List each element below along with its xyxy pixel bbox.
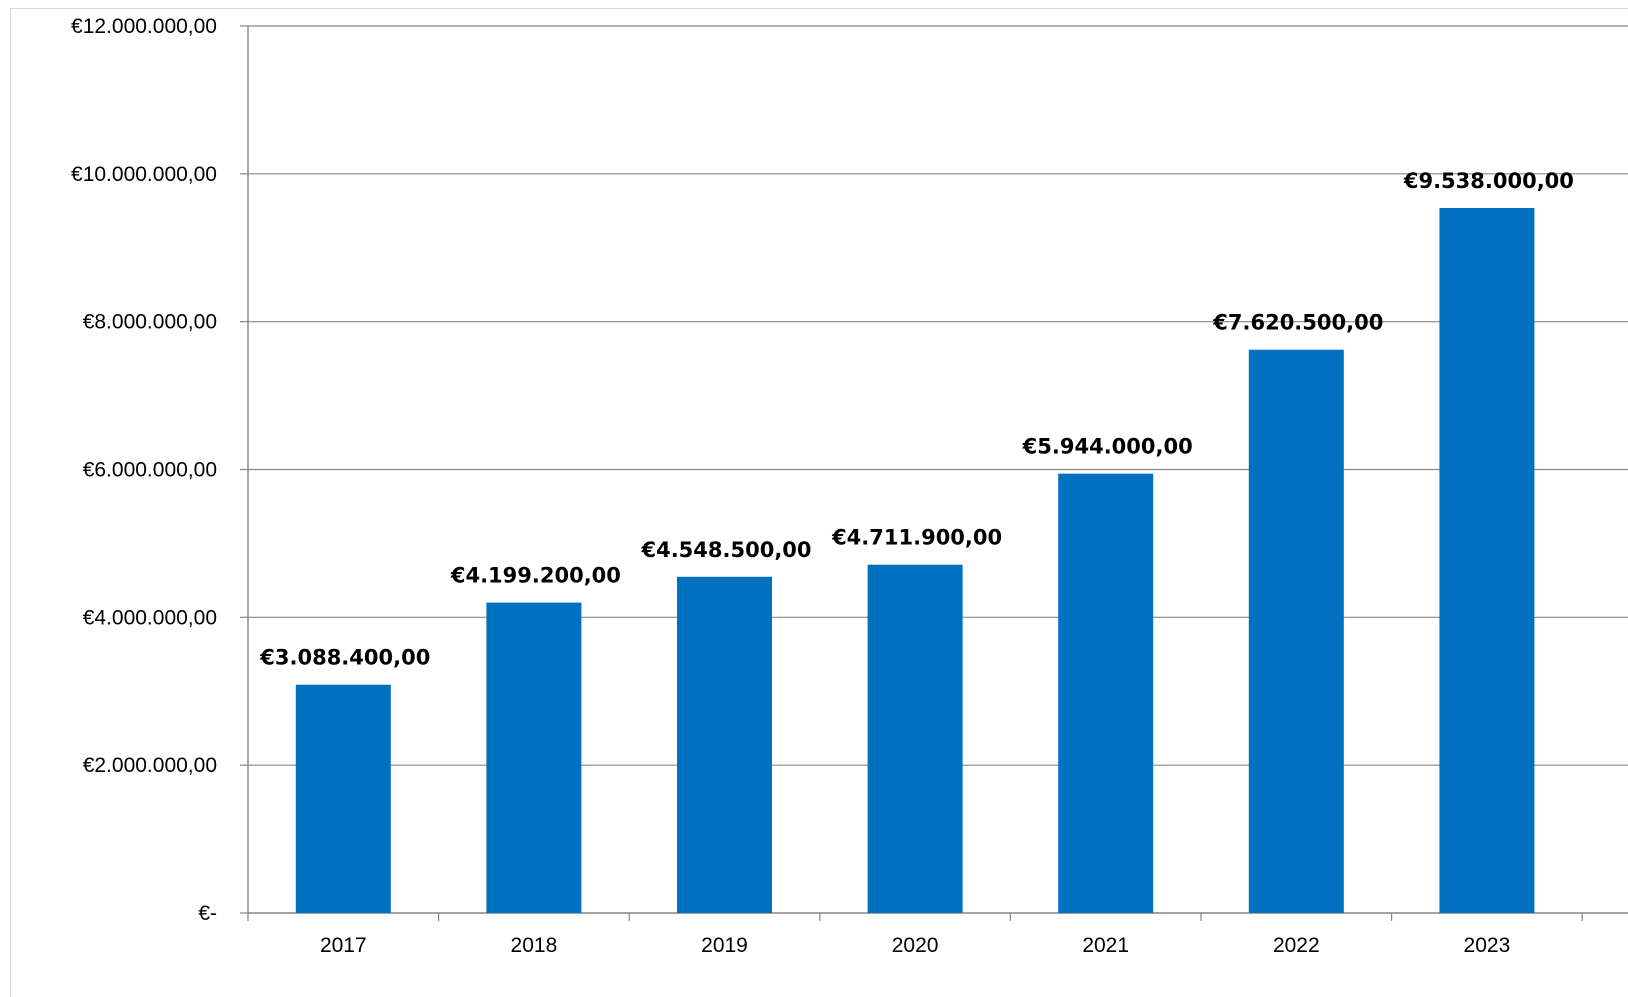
data-labels: €3.088.400,00 €4.199.200,00 €4.548.500,00 €…: [259, 169, 1574, 670]
x-tick-label: 2021: [1082, 934, 1129, 957]
data-label-2018: €4.199.200,00: [450, 564, 621, 588]
bar-2020: [867, 564, 963, 913]
bar-2019: [677, 576, 772, 913]
x-tick-label: 2023: [1464, 934, 1511, 957]
y-tick-label: €-: [198, 902, 217, 925]
gridlines: [248, 25, 1628, 766]
bars: [295, 207, 1535, 914]
data-label-2019: €4.548.500,00: [640, 538, 811, 562]
data-label-2021: €5.944.000,00: [1022, 435, 1193, 459]
y-tick-label: €2.000.000,00: [83, 754, 217, 777]
data-label-2020: €4.711.900,00: [831, 526, 1002, 550]
data-label-2023: €9.538.000,00: [1403, 169, 1574, 193]
y-tick-label: €6.000.000,00: [83, 459, 217, 482]
x-tick-label: 2017: [320, 934, 367, 957]
x-tick-label: 2018: [511, 934, 558, 957]
y-tick-label: €8.000.000,00: [83, 311, 217, 334]
bar-2017: [295, 684, 391, 913]
bar-2023: [1439, 207, 1535, 913]
y-tick-label: €10.000.000,00: [71, 163, 217, 186]
bar-2021: [1058, 473, 1154, 913]
y-tick-label: €4.000.000,00: [83, 606, 217, 629]
axes: €- €2.000.000,00 €4.000.000,00 €6.000.000,0…: [71, 15, 1628, 957]
x-tick-label: 2019: [701, 934, 748, 957]
data-label-2017: €3.088.400,00: [259, 646, 430, 670]
x-tick-label: 2022: [1273, 934, 1320, 957]
bar-2022: [1248, 349, 1344, 914]
data-label-2022: €7.620.500,00: [1212, 311, 1383, 335]
x-tick-label: 2020: [892, 934, 939, 957]
bar-2018: [486, 602, 582, 913]
chart-area-border: [10, 8, 1628, 997]
y-tick-label: €12.000.000,00: [71, 15, 217, 38]
